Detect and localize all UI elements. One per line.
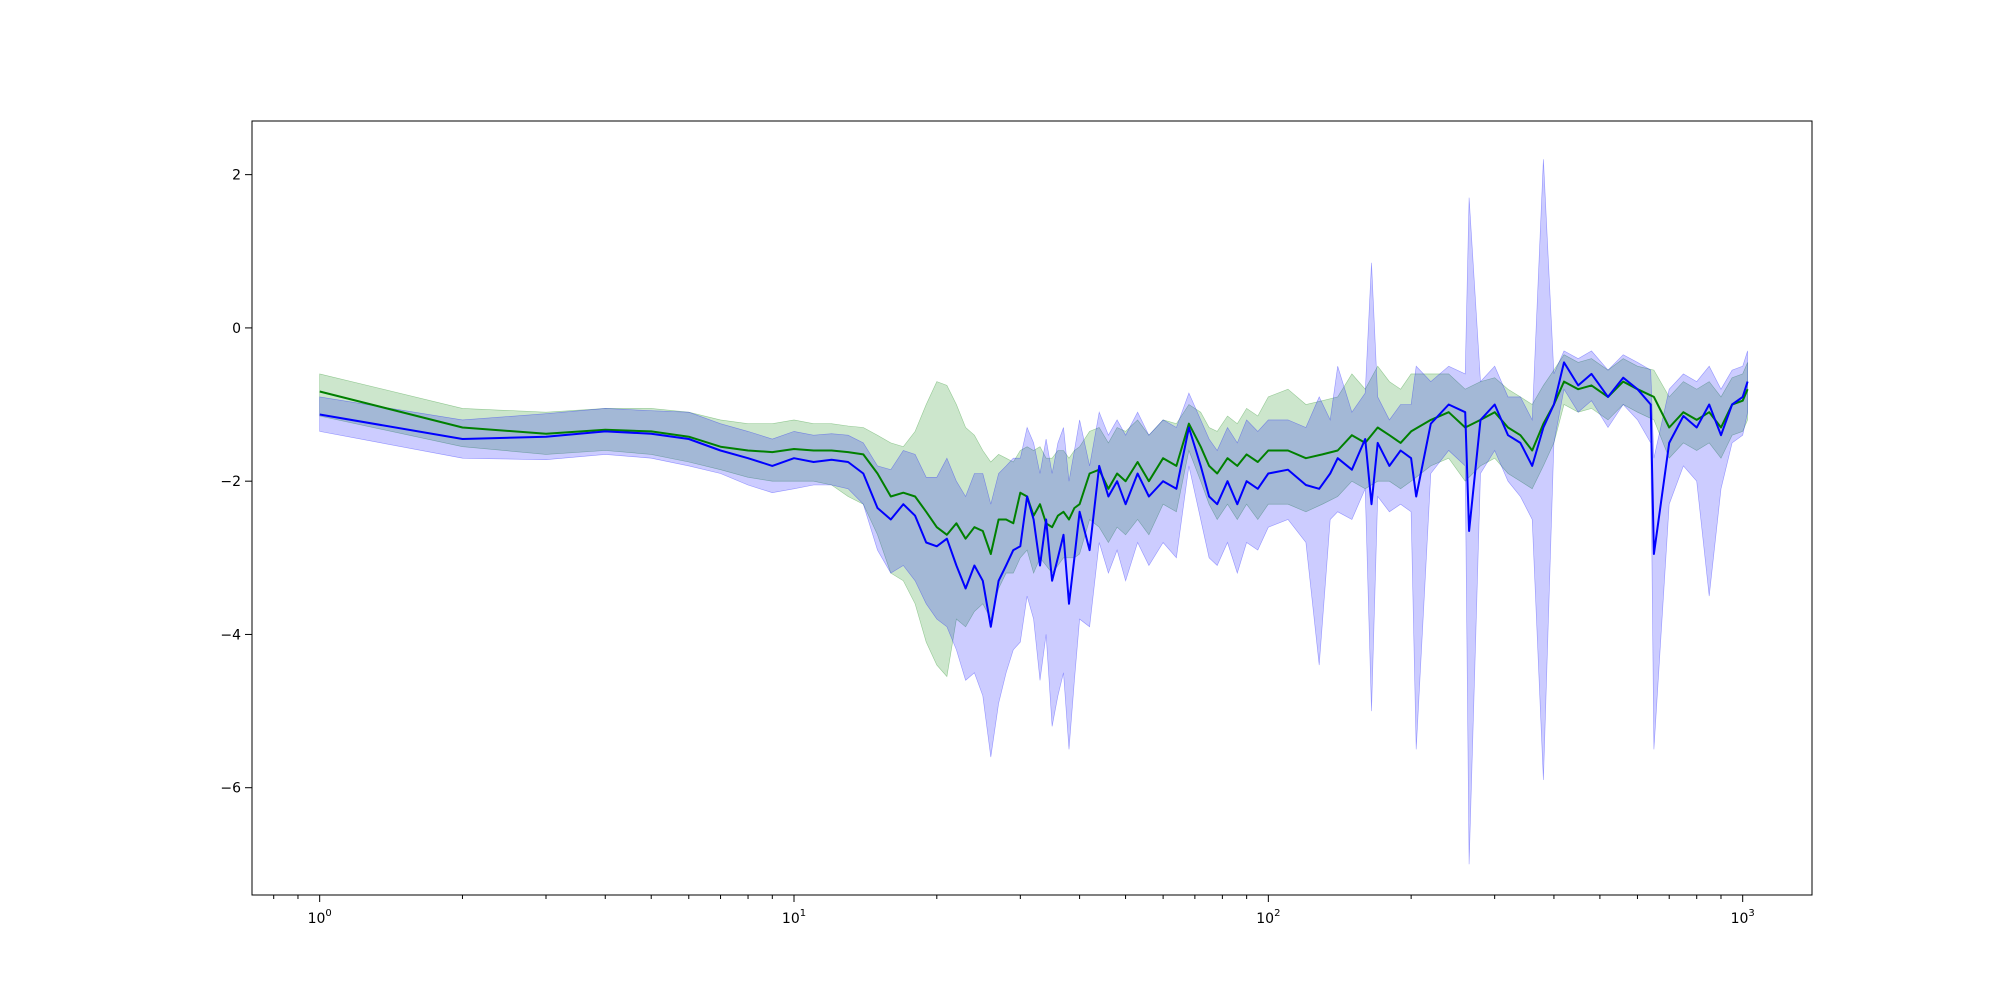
series-lines xyxy=(319,361,1749,628)
x-tick-label: 102 xyxy=(1256,908,1280,927)
y-tick-label: 2 xyxy=(232,168,241,184)
plot-frame xyxy=(251,120,1813,896)
x-tick-label: 100 xyxy=(308,908,332,927)
y-tick-label: −2 xyxy=(220,474,241,490)
blue-series-line xyxy=(319,361,1749,628)
y-tick-label: −6 xyxy=(220,781,241,797)
y-tick-label: −4 xyxy=(220,627,241,643)
x-tick-label: 101 xyxy=(782,908,806,927)
x-axis: 100 101 102 103 xyxy=(273,895,1755,927)
blue-confidence-band xyxy=(319,159,1748,865)
y-axis: 2 0 −2 −4 −6 xyxy=(220,168,252,797)
y-tick-label: 0 xyxy=(232,321,241,337)
x-tick-label: 103 xyxy=(1731,908,1755,927)
